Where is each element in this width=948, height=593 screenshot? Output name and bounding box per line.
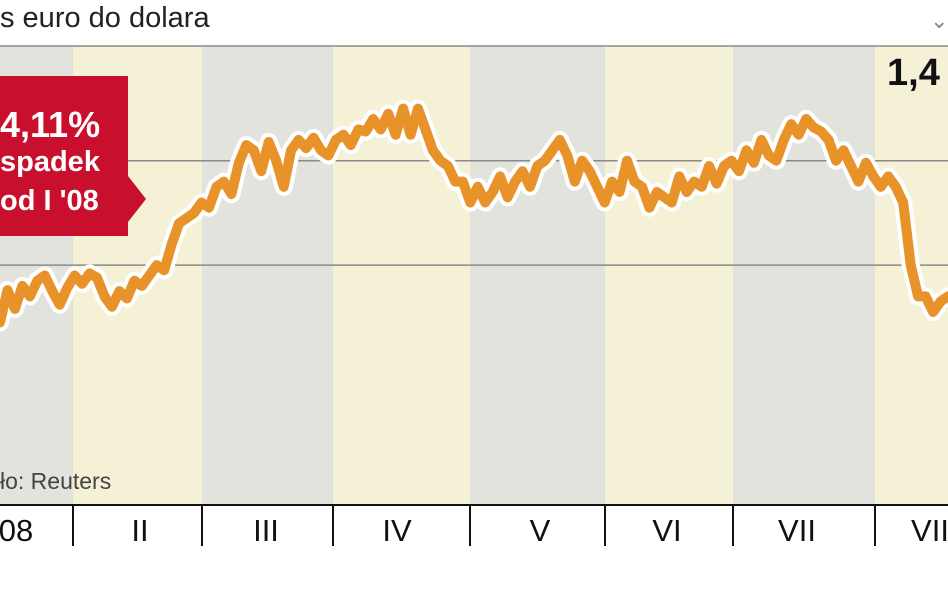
chart-title: s euro do dolara [0,2,210,34]
badge-value: 4,11% [0,104,101,145]
x-tick-label: VII [911,513,948,548]
source-note: ło: Reuters [0,468,112,494]
x-tick-label: III [253,513,279,548]
x-tick-label: 08 [0,513,34,548]
badge-line2: od I '08 [0,185,99,217]
x-tick-label: VII [778,513,816,548]
month-band [605,46,733,505]
x-tick-label: VI [652,513,682,548]
x-tick-label: V [529,513,551,548]
badge-line1: spadek [0,146,100,178]
month-band [202,46,333,505]
latest-marker-icon: ⌄ [930,8,948,33]
month-band [470,46,605,505]
decline-badge-shape [0,76,146,236]
series-layer [0,99,948,332]
x-tick-label: II [131,513,149,548]
x-tick-label: IV [382,513,412,548]
x-axis-ticks [72,505,876,546]
latest-value: 1,4 [887,52,940,94]
series-line [0,103,948,328]
